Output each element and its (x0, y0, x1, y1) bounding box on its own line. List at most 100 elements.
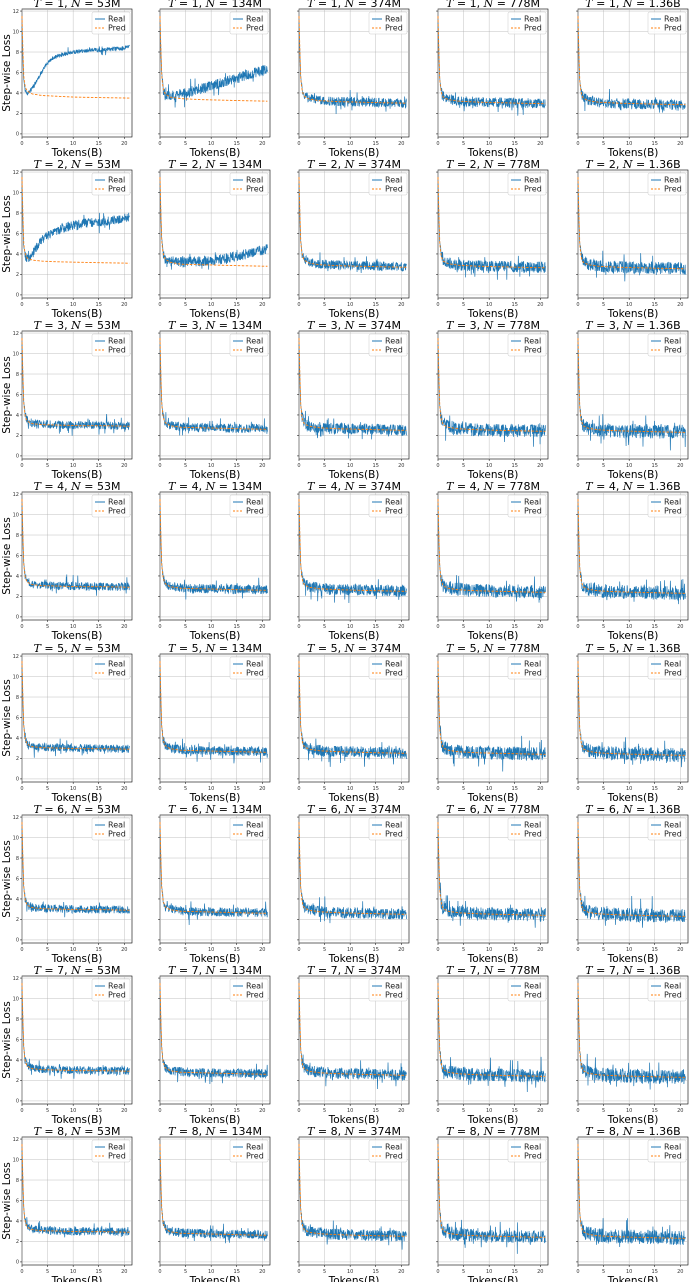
legend-box (647, 817, 687, 841)
x-tick-label: 15 (373, 141, 379, 147)
x-tick-label: 15 (234, 1269, 240, 1275)
x-tick-label: 20 (677, 947, 683, 953)
legend-box (507, 1139, 547, 1163)
x-tick-label: 5 (184, 141, 187, 147)
x-tick-label: 5 (46, 1269, 49, 1275)
legend-label-pred: Pred (246, 1152, 264, 1161)
panel-title: T = 7, N = 1.36B (585, 964, 680, 977)
x-tick-label: 5 (602, 463, 605, 469)
x-tick-label: 5 (462, 463, 465, 469)
panel-title: T = 6, N = 374M (307, 803, 401, 816)
panel-title: T = 8, N = 1.36B (585, 1125, 680, 1138)
x-tick-label: 0 (297, 624, 300, 630)
x-tick-label: 20 (537, 1269, 543, 1275)
legend-label-real: Real (385, 337, 402, 346)
x-tick-label: 10 (70, 141, 76, 147)
legend-box (647, 11, 687, 35)
legend-label-pred: Pred (664, 669, 682, 678)
x-tick-label: 15 (96, 141, 102, 147)
y-tick-label: 4 (16, 574, 19, 580)
series-real (577, 181, 686, 282)
legend-label-pred: Pred (524, 24, 542, 33)
series-real (159, 344, 268, 436)
y-tick-label: 0 (16, 132, 19, 138)
series-real (21, 26, 130, 96)
x-tick-label: 5 (323, 1269, 326, 1275)
legend-label-real: Real (385, 1143, 402, 1152)
x-tick-label: 5 (462, 624, 465, 630)
y-tick-label: 12 (13, 815, 19, 821)
x-axis-label: Tokens(B) (467, 630, 519, 642)
legend-label-pred: Pred (246, 24, 264, 33)
legend-label-real: Real (524, 1143, 541, 1152)
legend-label-pred: Pred (246, 185, 264, 194)
legend-box (647, 172, 687, 196)
legend-label-pred: Pred (664, 1152, 682, 1161)
x-axis-label: Tokens(B) (607, 1275, 659, 1282)
x-axis-label: Tokens(B) (328, 469, 380, 481)
x-tick-label: 0 (297, 463, 300, 469)
series-real (437, 987, 546, 1093)
x-tick-label: 0 (297, 786, 300, 792)
x-tick-label: 5 (323, 624, 326, 630)
legend-label-real: Real (385, 821, 402, 830)
x-tick-label: 15 (234, 786, 240, 792)
x-tick-label: 5 (184, 302, 187, 308)
panel-title: T = 5, N = 778M (446, 642, 540, 655)
x-tick-label: 15 (512, 141, 518, 147)
panel-title: T = 7, N = 778M (446, 964, 540, 977)
x-tick-label: 20 (259, 786, 265, 792)
x-tick-label: 20 (677, 302, 683, 308)
series-pred (21, 1144, 130, 1233)
series-pred (21, 661, 130, 750)
y-tick-label: 4 (16, 1219, 19, 1225)
x-tick-label: 5 (602, 302, 605, 308)
x-tick-label: 20 (121, 463, 127, 469)
x-axis-label: Tokens(B) (328, 953, 380, 965)
x-tick-label: 20 (537, 1108, 543, 1114)
x-axis-label: Tokens(B) (189, 147, 241, 159)
x-tick-label: 20 (259, 1269, 265, 1275)
y-tick-label: 10 (13, 1157, 19, 1163)
legend-box (229, 494, 269, 518)
x-axis-label: Tokens(B) (189, 953, 241, 965)
legend-box (229, 11, 269, 35)
x-tick-label: 15 (512, 947, 518, 953)
x-axis-label: Tokens(B) (328, 1275, 380, 1282)
x-tick-label: 10 (347, 463, 353, 469)
legend-box (229, 172, 269, 196)
x-tick-label: 0 (20, 463, 23, 469)
legend-label-pred: Pred (108, 185, 126, 194)
panel-title: T = 8, N = 778M (446, 1125, 540, 1138)
legend-label-real: Real (664, 498, 681, 507)
y-axis-label: Step-wise Loss (1, 679, 13, 757)
panel-title: T = 8, N = 374M (307, 1125, 401, 1138)
series-pred (577, 822, 686, 917)
x-tick-label: 5 (184, 1269, 187, 1275)
y-axis-label: Step-wise Loss (1, 1001, 13, 1079)
legend-label-real: Real (246, 821, 263, 830)
legend-box (507, 11, 547, 35)
series-pred (298, 177, 407, 268)
panel-title: T = 5, N = 134M (168, 642, 262, 655)
x-tick-label: 20 (398, 1269, 404, 1275)
series-real (21, 987, 130, 1079)
legend-label-pred: Pred (385, 669, 403, 678)
y-tick-label: 0 (16, 938, 19, 944)
x-tick-label: 20 (398, 302, 404, 308)
x-tick-label: 5 (46, 463, 49, 469)
panel-title: T = 4, N = 134M (168, 480, 262, 493)
series-real (21, 186, 130, 262)
x-tick-label: 10 (208, 786, 214, 792)
y-tick-label: 8 (16, 50, 19, 56)
legend-label-pred: Pred (108, 1152, 126, 1161)
x-tick-label: 0 (436, 141, 439, 147)
x-tick-label: 5 (46, 947, 49, 953)
